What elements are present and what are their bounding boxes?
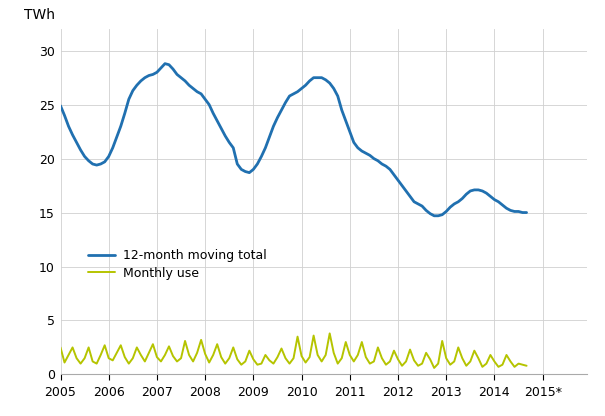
12-month moving total — [523, 210, 530, 215]
Monthly use — [266, 358, 273, 363]
Monthly use — [431, 365, 438, 370]
Monthly use — [145, 350, 152, 355]
12-month moving total — [431, 213, 438, 218]
12-month moving total — [499, 203, 506, 208]
12-month moving total — [169, 67, 177, 72]
Text: TWh: TWh — [24, 8, 54, 22]
Monthly use — [165, 344, 172, 349]
12-month moving total — [270, 124, 277, 129]
12-month moving total — [145, 73, 152, 78]
Monthly use — [499, 362, 506, 367]
Legend: 12-month moving total, Monthly use: 12-month moving total, Monthly use — [88, 250, 267, 280]
12-month moving total — [153, 70, 160, 75]
Monthly use — [326, 331, 333, 336]
12-month moving total — [186, 83, 193, 88]
Monthly use — [182, 339, 189, 344]
Monthly use — [57, 345, 64, 350]
12-month moving total — [57, 103, 64, 108]
Monthly use — [523, 363, 530, 368]
Line: Monthly use: Monthly use — [60, 333, 526, 368]
Monthly use — [153, 354, 160, 359]
Line: 12-month moving total: 12-month moving total — [60, 64, 526, 216]
12-month moving total — [162, 61, 169, 66]
